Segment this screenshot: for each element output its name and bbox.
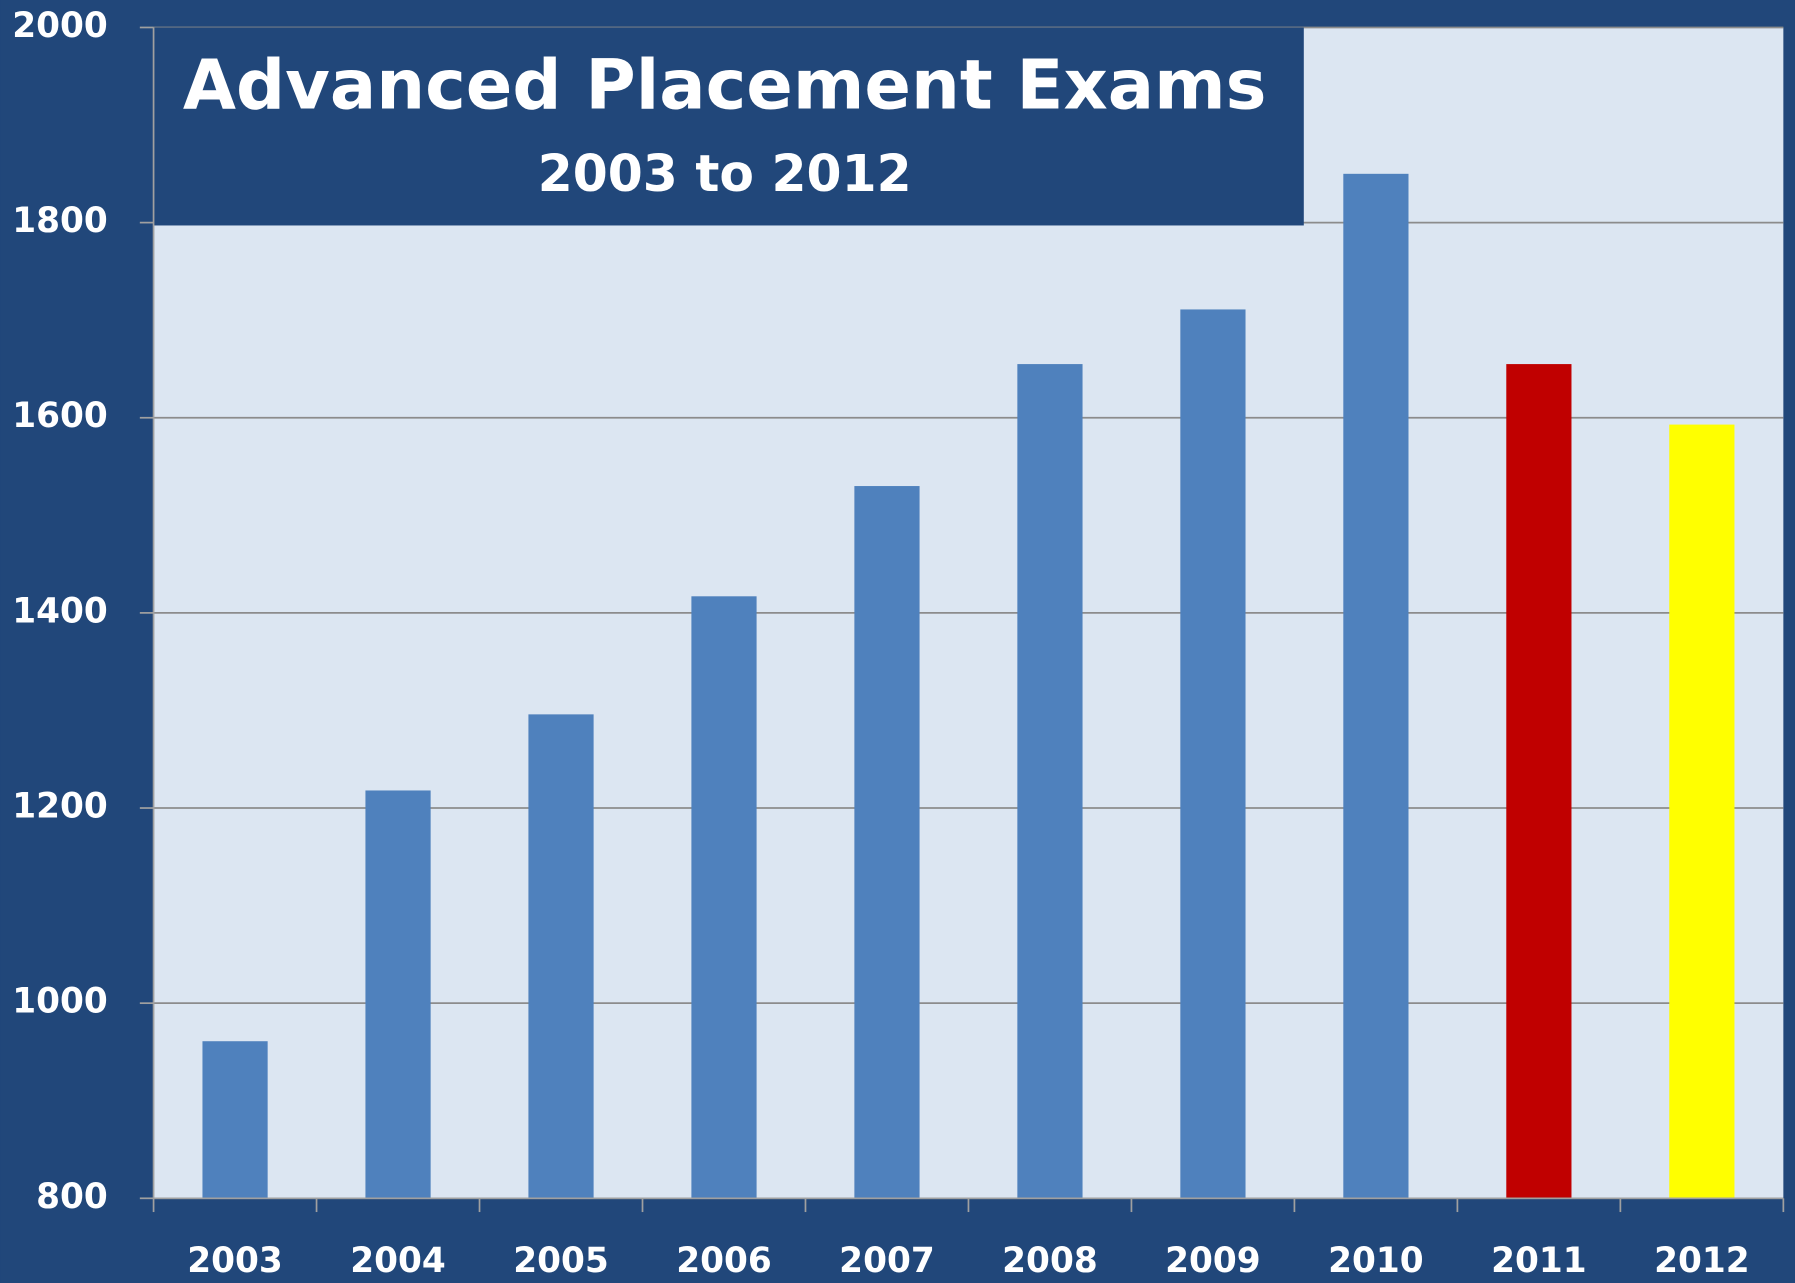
x-tick-label: 2005 (513, 1241, 609, 1281)
y-tick-label: 2000 (12, 6, 108, 46)
bar (1343, 173, 1409, 1199)
y-tick-label: 800 (36, 1177, 108, 1217)
bar (365, 790, 431, 1199)
x-tick-label: 2004 (350, 1241, 446, 1281)
bar (528, 714, 594, 1199)
x-tick-label: 2012 (1654, 1241, 1750, 1281)
bar (691, 596, 757, 1199)
x-tick-label: 2008 (1002, 1241, 1098, 1281)
y-tick-label: 1400 (12, 591, 108, 631)
y-tick-label: 1800 (12, 201, 108, 241)
bar (1669, 424, 1735, 1199)
x-tick-label: 2010 (1328, 1241, 1424, 1281)
x-tick-label: 2007 (839, 1241, 935, 1281)
chart-title: Advanced Placement Exams (183, 45, 1267, 125)
bar (202, 1041, 268, 1199)
x-tick-label: 2011 (1491, 1241, 1587, 1281)
y-tick-label: 1600 (12, 396, 108, 436)
y-tick-label: 1000 (12, 982, 108, 1022)
title-box (153, 27, 1304, 226)
bar (1180, 309, 1246, 1199)
bar (1017, 364, 1083, 1199)
chart-subtitle: 2003 to 2012 (538, 144, 912, 203)
y-tick-label: 1200 (12, 787, 108, 827)
bar (1506, 364, 1572, 1199)
bar (854, 486, 920, 1199)
x-tick-label: 2003 (187, 1241, 283, 1281)
x-tick-label: 2009 (1165, 1241, 1261, 1281)
x-tick-label: 2006 (676, 1241, 772, 1281)
